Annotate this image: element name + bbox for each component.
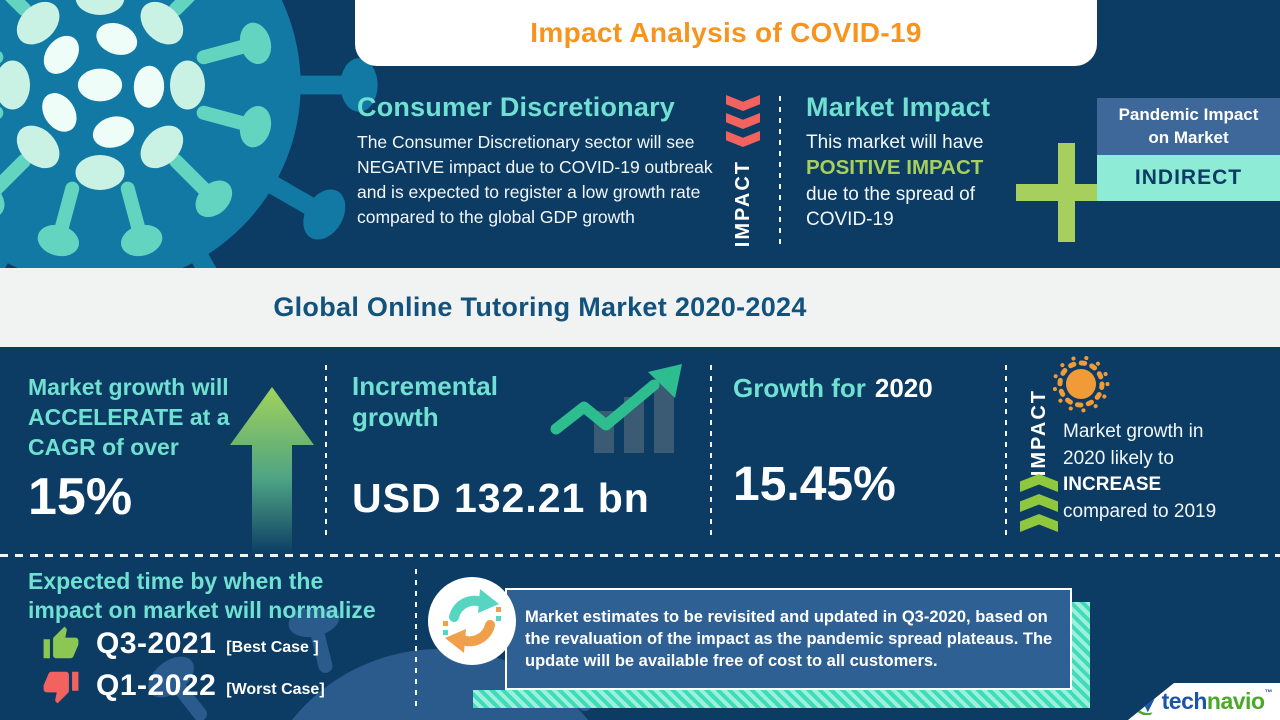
stat-divider (1005, 365, 1007, 537)
normalize-title-line: Expected time by when the (28, 568, 324, 594)
growth-up-arrow-icon (230, 387, 314, 555)
section-divider (779, 96, 781, 244)
impact-label: IMPACT (1028, 389, 1050, 477)
stat-divider (710, 365, 712, 537)
horizontal-divider (0, 554, 1280, 557)
pandemic-impact-badge: Pandemic Impact on Market INDIRECT (1097, 98, 1280, 201)
market-impact-title: Market Impact (806, 92, 991, 122)
impact-label: IMPACT (731, 160, 754, 248)
chevron-up-icon (1020, 494, 1058, 512)
note-shadow-hatch (1072, 602, 1090, 708)
pandemic-impact-badge-value: INDIRECT (1097, 155, 1280, 201)
technavio-logo-text: technavio™ (1161, 688, 1273, 715)
incremental-growth-label: Incremental growth (352, 371, 498, 433)
thumbs-down-icon (43, 671, 79, 704)
trademark-symbol: ™ (1264, 688, 1273, 697)
key-stats-section: Market growth will ACCELERATE at a CAGR … (0, 347, 1280, 555)
stat-divider (325, 365, 327, 537)
market-title-band: Global Online Tutoring Market 2020-2024 (0, 268, 1280, 347)
impact-line: Market growth in (1063, 421, 1204, 442)
impact-line: 2020 likely to (1063, 447, 1174, 469)
impact-down-indicator: IMPACT (722, 94, 764, 247)
growth-2020-value: 15.45% (733, 458, 896, 511)
market-impact-highlight: POSITIVE IMPACT (806, 156, 984, 180)
chevron-up-icon (1020, 474, 1058, 492)
consumer-discretionary-title: Consumer Discretionary (357, 92, 675, 122)
note-text: Market estimates to be revisited and upd… (525, 607, 1053, 671)
chevron-down-icon (726, 113, 760, 129)
plus-icon (1058, 143, 1075, 242)
growth-2020-label-accent: Growth for (733, 373, 866, 403)
impact-description: Market growth in 2020 likely to INCREASE… (1063, 419, 1263, 525)
logo-part-tech: tech (1161, 688, 1208, 714)
market-impact-line: COVID-19 (806, 209, 894, 231)
impact-up-indicator (1020, 473, 1058, 533)
header-banner: Impact Analysis of COVID-19 (355, 0, 1097, 66)
market-impact-line: This market will have (806, 132, 984, 153)
cagr-value: 15% (28, 468, 133, 526)
best-case-row: Q3-2021 [Best Case ] (42, 625, 319, 663)
growth-2020-label-year: 2020 (874, 373, 933, 403)
incremental-growth-value: USD 132.21 bn (352, 475, 650, 521)
chevron-down-icon (726, 95, 760, 111)
worst-case-row: Q1-2022 [Worst Case] (42, 667, 325, 705)
note-box: Market estimates to be revisited and upd… (505, 588, 1072, 690)
logo-part-navio: navio (1206, 688, 1265, 714)
coronavirus-illustration-icon (0, 0, 378, 268)
impact-highlight: INCREASE (1063, 474, 1162, 496)
normalize-title: Expected time by when the impact on mark… (28, 567, 376, 625)
thumbs-up-icon (43, 626, 79, 659)
bottom-section: Expected time by when the impact on mark… (0, 557, 1280, 720)
page-title: Impact Analysis of COVID-19 (530, 17, 922, 48)
normalize-title-line: impact on market will normalize (28, 596, 376, 623)
pandemic-impact-badge-title: Pandemic Impact on Market (1097, 98, 1280, 155)
growth-2020-label: Growth for 2020 (733, 373, 933, 404)
technavio-logo: technavio™ (1128, 683, 1280, 720)
best-case-value: Q3-2021 (96, 627, 217, 660)
refresh-icon (428, 577, 516, 665)
technavio-logo-icon (1134, 691, 1158, 715)
market-impact-line: due to the spread of (806, 183, 976, 205)
market-impact-section: Market Impact This market will have POSI… (806, 92, 1056, 232)
impact-line: compared to 2019 (1063, 500, 1217, 522)
chevron-down-icon (726, 131, 760, 147)
market-title: Global Online Tutoring Market 2020-2024 (273, 292, 807, 322)
worst-case-tag: [Worst Case] (226, 681, 325, 698)
trend-up-chart-icon (550, 364, 682, 453)
note-shadow-hatch (473, 690, 1090, 708)
worst-case-value: Q1-2022 (96, 669, 217, 702)
top-section: Impact Analysis of COVID-19 Consumer Dis… (0, 0, 1280, 268)
section-divider (415, 569, 417, 711)
consumer-discretionary-section: Consumer Discretionary The Consumer Disc… (357, 92, 723, 230)
best-case-tag: [Best Case ] (226, 639, 319, 656)
virus-icon (1052, 355, 1110, 413)
cagr-label: Market growth will ACCELERATE at a CAGR … (28, 374, 230, 460)
consumer-discretionary-body: The Consumer Discretionary sector will s… (357, 132, 713, 228)
chevron-up-icon (1020, 514, 1058, 532)
